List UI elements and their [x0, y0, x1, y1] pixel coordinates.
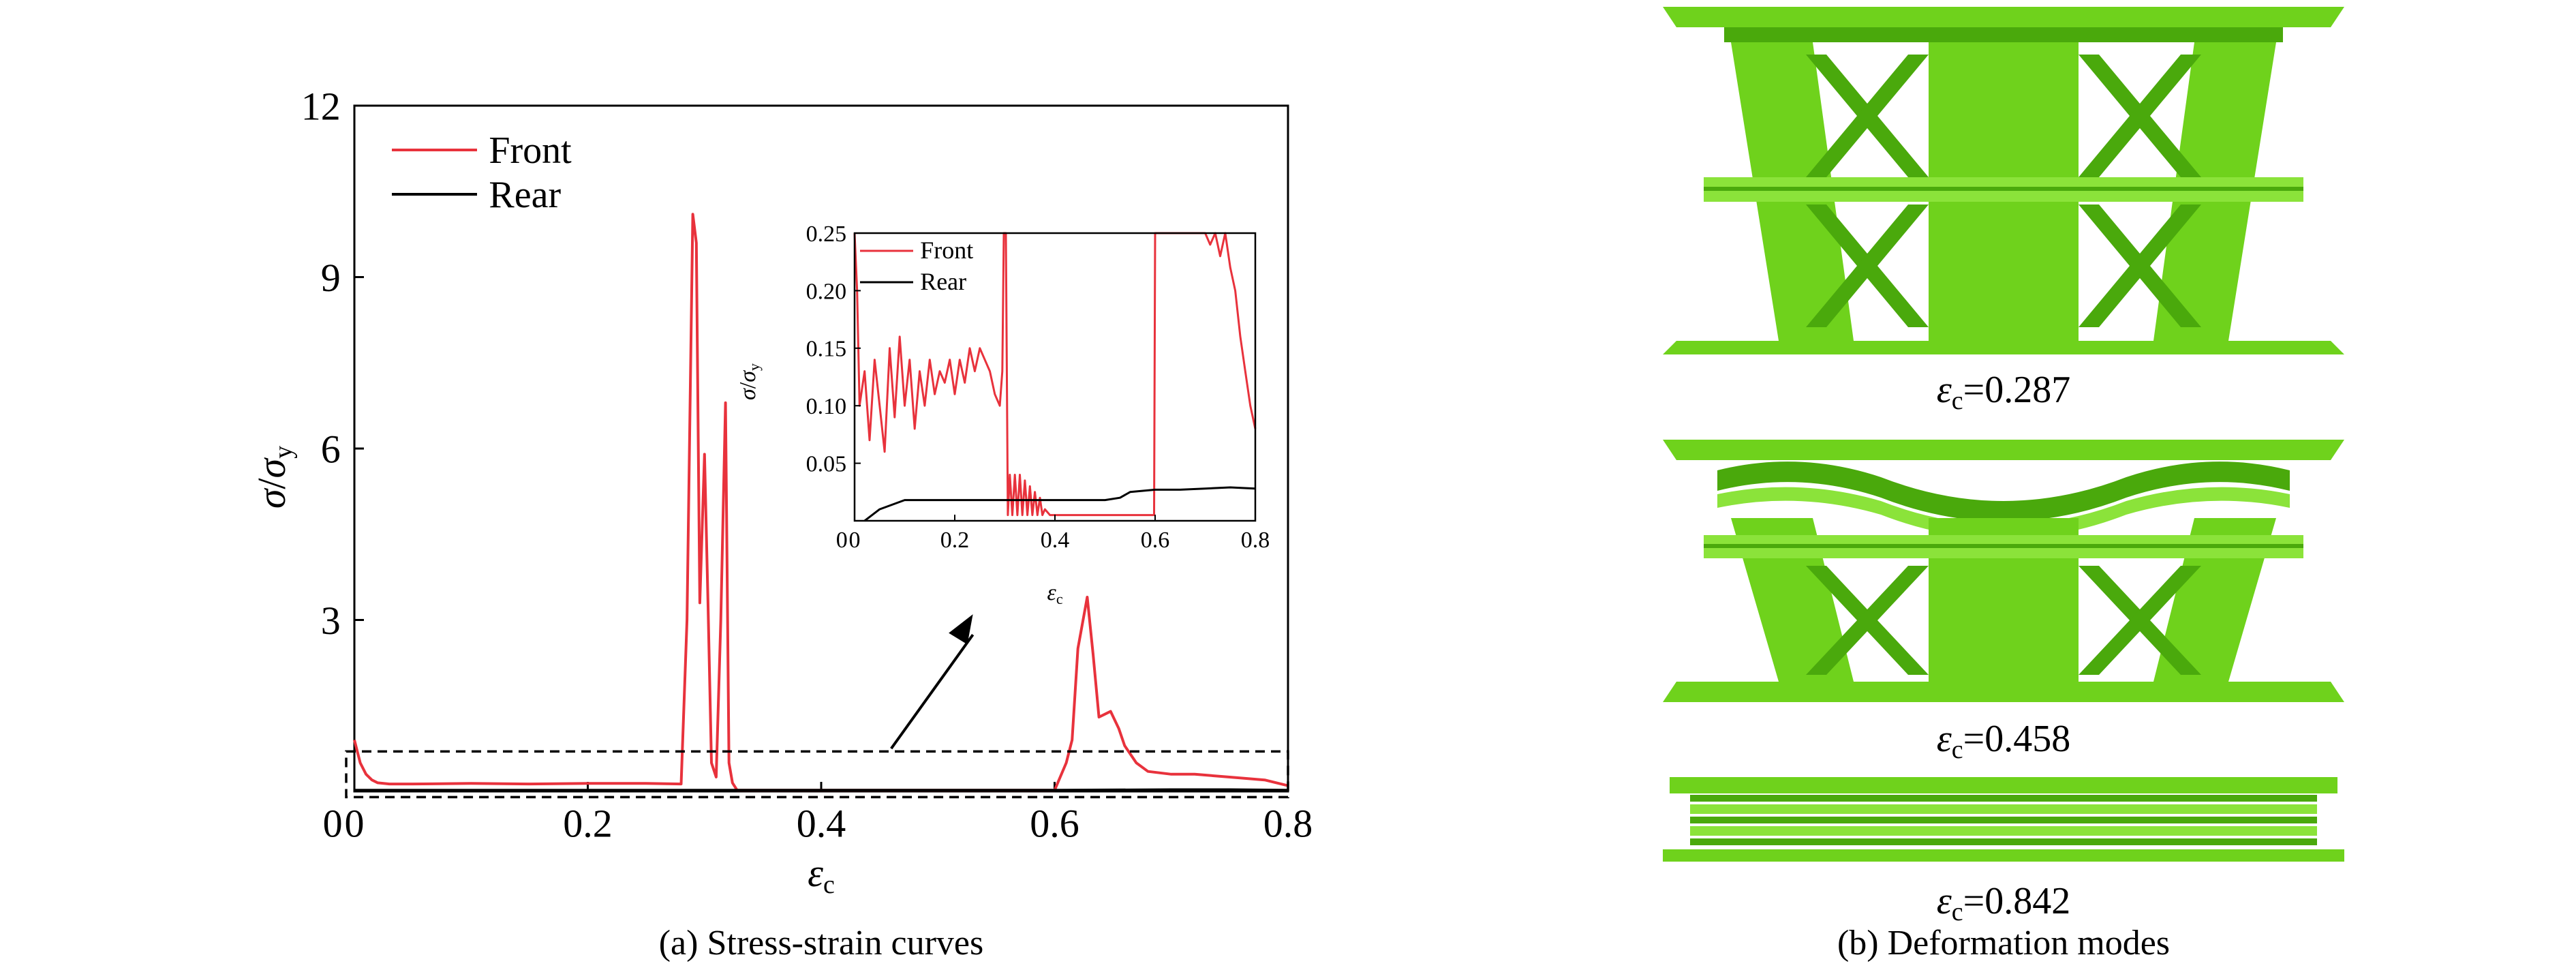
lattice-mode-1: εc=0.287 — [1663, 7, 2344, 415]
inset-ylabel-den: σ — [735, 370, 761, 382]
inset-legend: Front Rear — [860, 237, 973, 295]
main-axis-ticks: 0 0.2 0.4 0.6 0.8 3 6 9 12 0 — [301, 84, 1313, 845]
x-tick-label: 0.4 — [1041, 528, 1070, 553]
series-front — [853, 232, 1257, 517]
series-rear — [863, 486, 1256, 522]
main-xlabel: εc — [808, 851, 835, 899]
x-tick-label: 0 — [849, 528, 861, 553]
mode-3-label: εc=0.842 — [1937, 880, 2071, 926]
y-tick-label: 12 — [301, 84, 341, 128]
main-xlabel-symbol: ε — [808, 851, 823, 895]
y-tick-label: 0.10 — [806, 394, 847, 419]
x-tick-label: 0.4 — [797, 802, 846, 846]
origin-label: 0 — [323, 802, 343, 846]
lattice-mode-3: εc=0.842 — [1663, 777, 2344, 926]
inset-xlabel: εc — [1047, 580, 1062, 607]
mode-2-label: εc=0.458 — [1937, 718, 2071, 764]
panel-b-caption: (b) Deformation modes — [1837, 924, 2170, 963]
main-series-group — [353, 213, 1289, 792]
y-tick-label: 0.25 — [806, 222, 847, 247]
x-tick-label: 0.6 — [1030, 802, 1079, 846]
inset-axis-ticks: 0 0.2 0.4 0.6 0.8 0.05 0.10 0.15 0.20 0.25 0 — [806, 222, 1270, 553]
origin-label: 0 — [836, 528, 848, 553]
main-annotations — [345, 614, 1289, 799]
mode-1-label: εc=0.287 — [1937, 369, 2071, 415]
x-tick-label: 0.2 — [563, 802, 613, 846]
lattice-mode-2: εc=0.458 — [1663, 440, 2344, 764]
y-tick-label: 9 — [321, 256, 341, 300]
panel-a-caption: (a) Stress-strain curves — [659, 924, 984, 963]
y-tick-label: 6 — [321, 427, 341, 471]
x-tick-label: 0.8 — [1241, 528, 1270, 553]
inset-series-group — [853, 232, 1257, 522]
legend-label-front: Front — [920, 237, 973, 264]
zoom-arrow-shaft — [890, 633, 975, 750]
legend-label-rear: Rear — [489, 174, 561, 216]
series-rear — [354, 788, 1289, 792]
inset-stress-strain-chart: 0 0.2 0.4 0.6 0.8 0.05 0.10 0.15 0.20 0.25 0 Front… — [735, 222, 1270, 607]
zoom-arrow-head — [949, 614, 973, 645]
y-tick-label: 0.05 — [806, 452, 847, 477]
inset-ylabel: σ/σy — [735, 363, 763, 400]
inset-xlabel-sub: c — [1056, 590, 1063, 607]
x-tick-label: 0 — [345, 802, 365, 846]
inset-ylabel-den-sub: y — [746, 363, 763, 371]
main-ylabel-num: σ — [249, 487, 294, 509]
series-front — [353, 213, 1289, 792]
inset-plot-bg — [855, 233, 1255, 521]
main-ylabel-den-sub: y — [269, 446, 298, 459]
legend-label-front: Front — [489, 130, 572, 172]
x-tick-label: 0.8 — [1263, 802, 1313, 846]
x-tick-label: 0.2 — [940, 528, 970, 553]
y-tick-label: 3 — [321, 598, 341, 643]
main-ylabel: σ/σy — [249, 446, 298, 509]
y-tick-label: 0.15 — [806, 337, 847, 362]
x-tick-label: 0.6 — [1141, 528, 1170, 553]
deformation-modes: εc=0.287 εc=0.458 — [1663, 7, 2344, 926]
main-xlabel-sub: c — [823, 870, 835, 899]
main-ylabel-den: σ — [249, 457, 294, 478]
legend-label-rear: Rear — [920, 268, 966, 295]
inset-ylabel-num: σ — [735, 388, 761, 400]
inset-xlabel-symbol: ε — [1047, 580, 1056, 605]
zoom-region-box — [345, 750, 1289, 799]
y-tick-label: 0.20 — [806, 279, 847, 304]
